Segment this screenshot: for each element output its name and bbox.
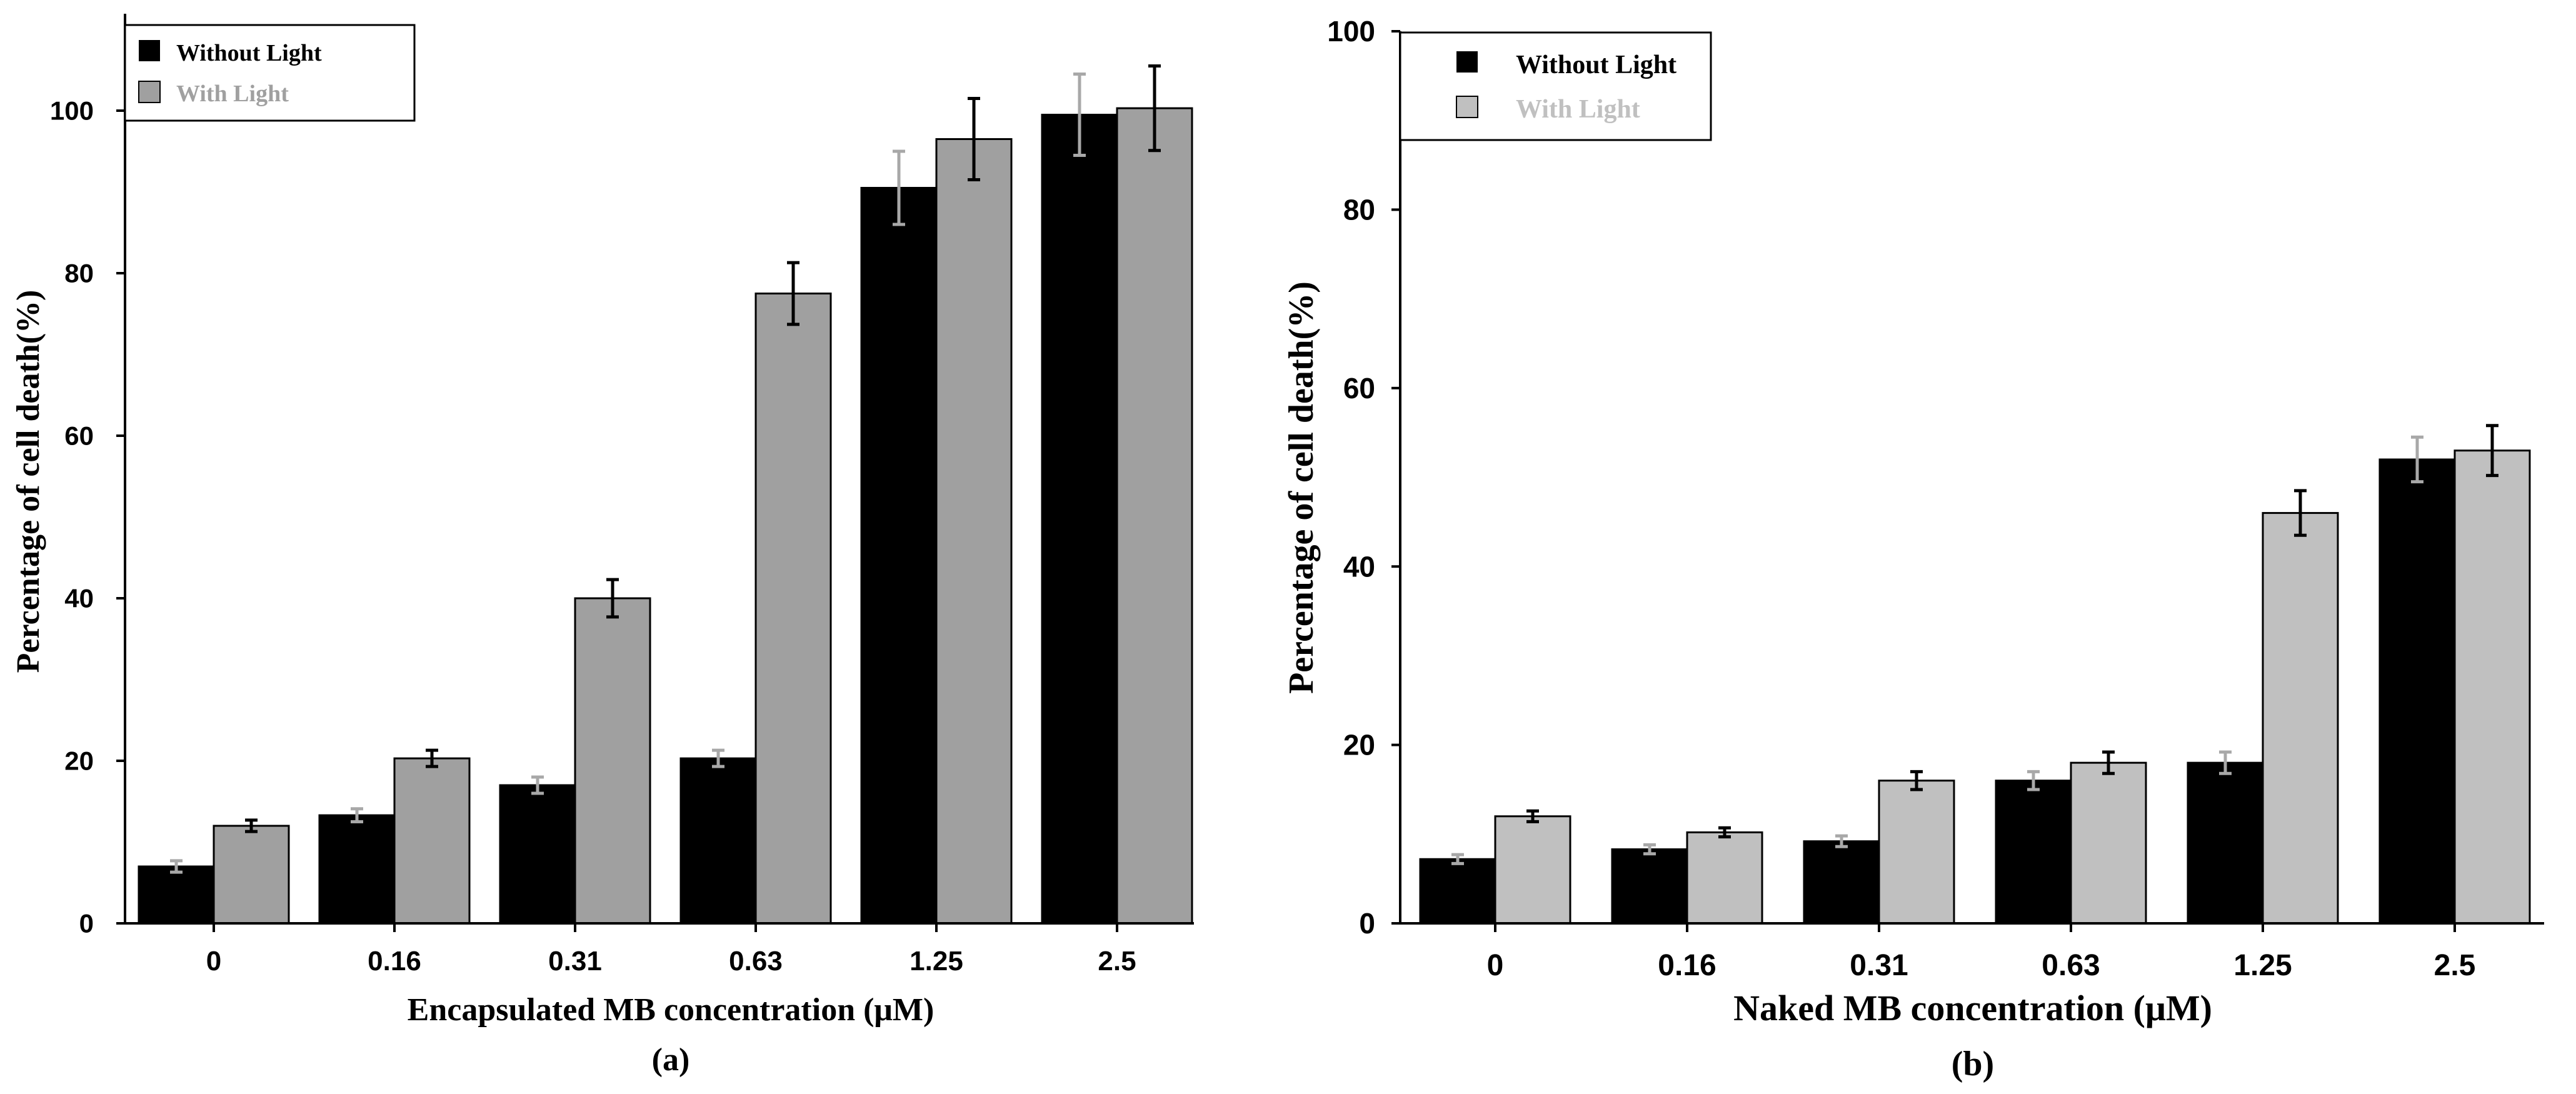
y-tick-label: 100 xyxy=(1327,15,1375,48)
legend-box xyxy=(1399,31,1712,141)
legend-label-with-light: With Light xyxy=(1516,95,1640,124)
chart-panel-a: 0 20 40 60 80 100 0 0.16 0.31 0.63 1.25 2.5 Withou… xyxy=(11,14,1194,1078)
bar-with-light xyxy=(2070,761,2147,925)
y-tick-label: 60 xyxy=(1343,372,1375,404)
x-tick-label: 0.31 xyxy=(548,946,602,976)
x-axis-label-a: Encapsulated MB concentration (μM) xyxy=(408,992,935,1028)
bar-without-light xyxy=(2187,761,2264,925)
y-tick-label: 20 xyxy=(64,746,94,776)
legend-swatch-with-light xyxy=(138,81,161,103)
bar-without-light xyxy=(1803,840,1880,925)
bar-without-light xyxy=(2378,458,2456,925)
bar-with-light xyxy=(1686,831,1763,925)
bar-with-light xyxy=(2262,512,2339,925)
legend-label-with-light: With Light xyxy=(176,81,289,107)
bar-with-light xyxy=(574,597,651,925)
bar-with-light xyxy=(2453,449,2531,925)
y-tick-label: 80 xyxy=(1343,194,1375,226)
legend-box xyxy=(124,24,416,122)
x-tick-label: 0 xyxy=(206,946,221,976)
y-tick-label: 60 xyxy=(64,421,94,451)
bar-without-light xyxy=(1995,780,2072,925)
y-tick-label: 100 xyxy=(50,96,94,126)
legend-swatch-with-light xyxy=(1456,96,1478,118)
x-tick-label: 1.25 xyxy=(2233,949,2292,982)
legend-b: Without Light With Light xyxy=(1399,31,1712,141)
bar-with-light xyxy=(754,293,832,925)
x-tick-label: 0.63 xyxy=(2042,949,2100,982)
bar-with-light xyxy=(1878,780,1955,925)
x-tick-label: 0.63 xyxy=(729,946,783,976)
x-tick-label: 2.5 xyxy=(1098,946,1136,976)
y-axis-label-a: Percentage of cell death(%) xyxy=(11,290,46,673)
y-tick-label: 0 xyxy=(79,909,94,938)
x-tick-label: 0.31 xyxy=(1850,949,1908,982)
y-tick-label: 80 xyxy=(64,259,94,288)
y-tick-label: 20 xyxy=(1343,729,1375,761)
y-tick-label: 40 xyxy=(64,584,94,613)
legend-swatch-without-light xyxy=(1456,51,1478,73)
legend-label-without-light: Without Light xyxy=(176,40,322,66)
bar-with-light xyxy=(1494,815,1571,925)
x-tick-label: 1.25 xyxy=(910,946,963,976)
bar-without-light xyxy=(1611,848,1688,925)
bar-without-light xyxy=(679,757,757,925)
bar-without-light xyxy=(499,784,576,925)
bar-with-light xyxy=(935,138,1013,925)
y-axis-label-b: Percentage of cell death(%) xyxy=(1282,281,1321,694)
bar-without-light xyxy=(860,187,938,925)
legend-swatch-without-light xyxy=(139,40,160,61)
x-tick-label: 0 xyxy=(1487,949,1504,982)
x-tick-label: 0.16 xyxy=(368,946,421,976)
panel-label-a: (a) xyxy=(652,1042,690,1078)
bar-with-light xyxy=(1116,107,1193,925)
x-tick-label: 0.16 xyxy=(1658,949,1716,982)
legend-a: Without Light With Light xyxy=(124,24,416,122)
bar-with-light xyxy=(393,757,471,925)
x-tick-label: 2.5 xyxy=(2434,949,2476,982)
x-axis-label-b: Naked MB concentration (μM) xyxy=(1733,988,2212,1028)
bar-without-light xyxy=(138,865,215,925)
y-tick-label: 0 xyxy=(1359,907,1375,940)
bar-without-light xyxy=(1419,858,1496,925)
y-tick-label: 40 xyxy=(1343,550,1375,583)
legend-label-without-light: Without Light xyxy=(1516,51,1676,79)
bar-without-light xyxy=(318,814,396,925)
bar-without-light xyxy=(1041,114,1118,925)
chart-panel-b: 0 20 40 60 80 100 0 0.16 0.31 0.63 1.25 2.5 Withou… xyxy=(1282,15,2544,1083)
panel-label-b: (b) xyxy=(1952,1045,1994,1083)
bar-with-light xyxy=(213,825,290,925)
